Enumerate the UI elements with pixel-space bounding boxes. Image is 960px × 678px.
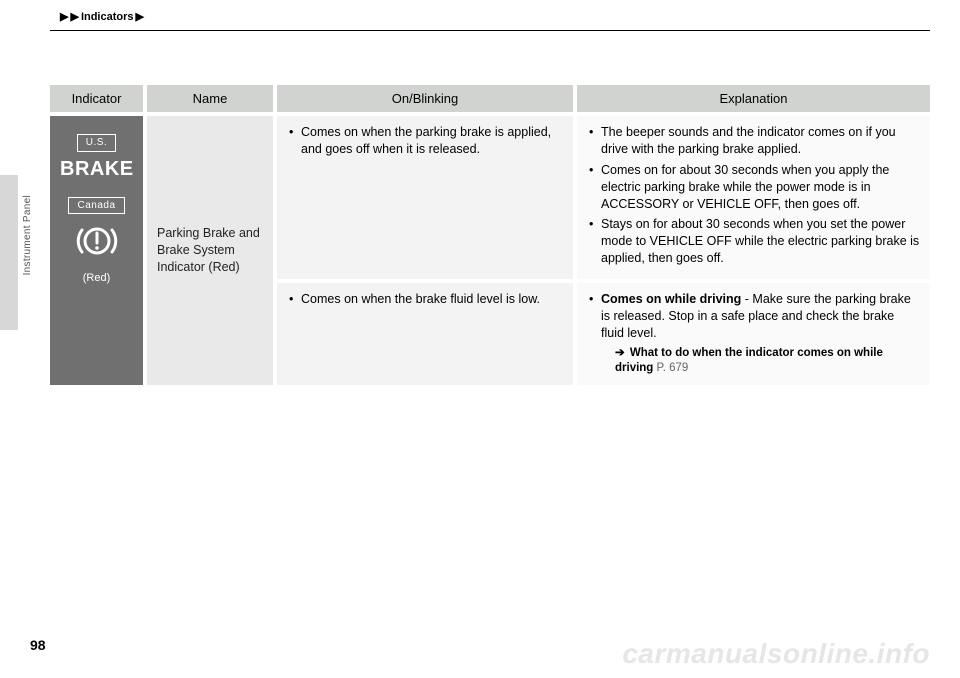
content-area: Indicator Name On/Blinking Explanation U… [50,85,930,385]
th-onblinking: On/Blinking [275,85,575,114]
on-blinking-cell: Comes on when the parking brake is appli… [275,114,575,281]
cross-reference: ➔ What to do when the indicator comes on… [587,346,920,377]
side-tab [0,175,18,330]
exp-item: Stays on for about 30 seconds when you s… [587,216,920,267]
page-number: 98 [30,637,46,653]
th-explanation: Explanation [575,85,930,114]
indicator-cell: U.S. BRAKE Canada (Red) [50,114,145,385]
exp-item: The beeper sounds and the indicator come… [587,124,920,158]
exp-bold: Comes on while driving [601,292,741,306]
side-section-label: Instrument Panel [22,195,33,275]
explanation-cell: Comes on while driving - Make sure the p… [575,281,930,385]
exp-item: Comes on for about 30 seconds when you a… [587,162,920,213]
on-blinking-cell: Comes on when the brake fluid level is l… [275,281,575,385]
brake-circle-icon [60,220,133,267]
breadcrumb-arrow: ▶ [70,10,78,23]
indicator-color-label: (Red) [60,271,133,286]
th-name: Name [145,85,275,114]
region-us-label: U.S. [77,134,116,152]
exp-item: Comes on while driving - Make sure the p… [587,291,920,342]
on-item: Comes on when the parking brake is appli… [287,124,563,158]
explanation-cell: The beeper sounds and the indicator come… [575,114,930,281]
ref-arrow-icon: ➔ [615,347,625,359]
breadcrumb-arrow: ▶ [136,10,144,23]
breadcrumb: ▶▶Indicators▶ [60,10,146,23]
th-indicator: Indicator [50,85,145,114]
top-rule [50,30,930,31]
region-canada-label: Canada [68,197,124,215]
on-item: Comes on when the brake fluid level is l… [287,291,563,308]
breadcrumb-arrow: ▶ [60,10,68,23]
breadcrumb-title: Indicators [81,11,134,23]
brake-text-icon: BRAKE [60,156,133,183]
ref-page: P. 679 [653,362,688,374]
watermark: carmanualsonline.info [622,638,930,670]
indicator-name: Parking Brake and Brake System Indicator… [145,114,275,385]
indicators-table: Indicator Name On/Blinking Explanation U… [50,85,930,385]
